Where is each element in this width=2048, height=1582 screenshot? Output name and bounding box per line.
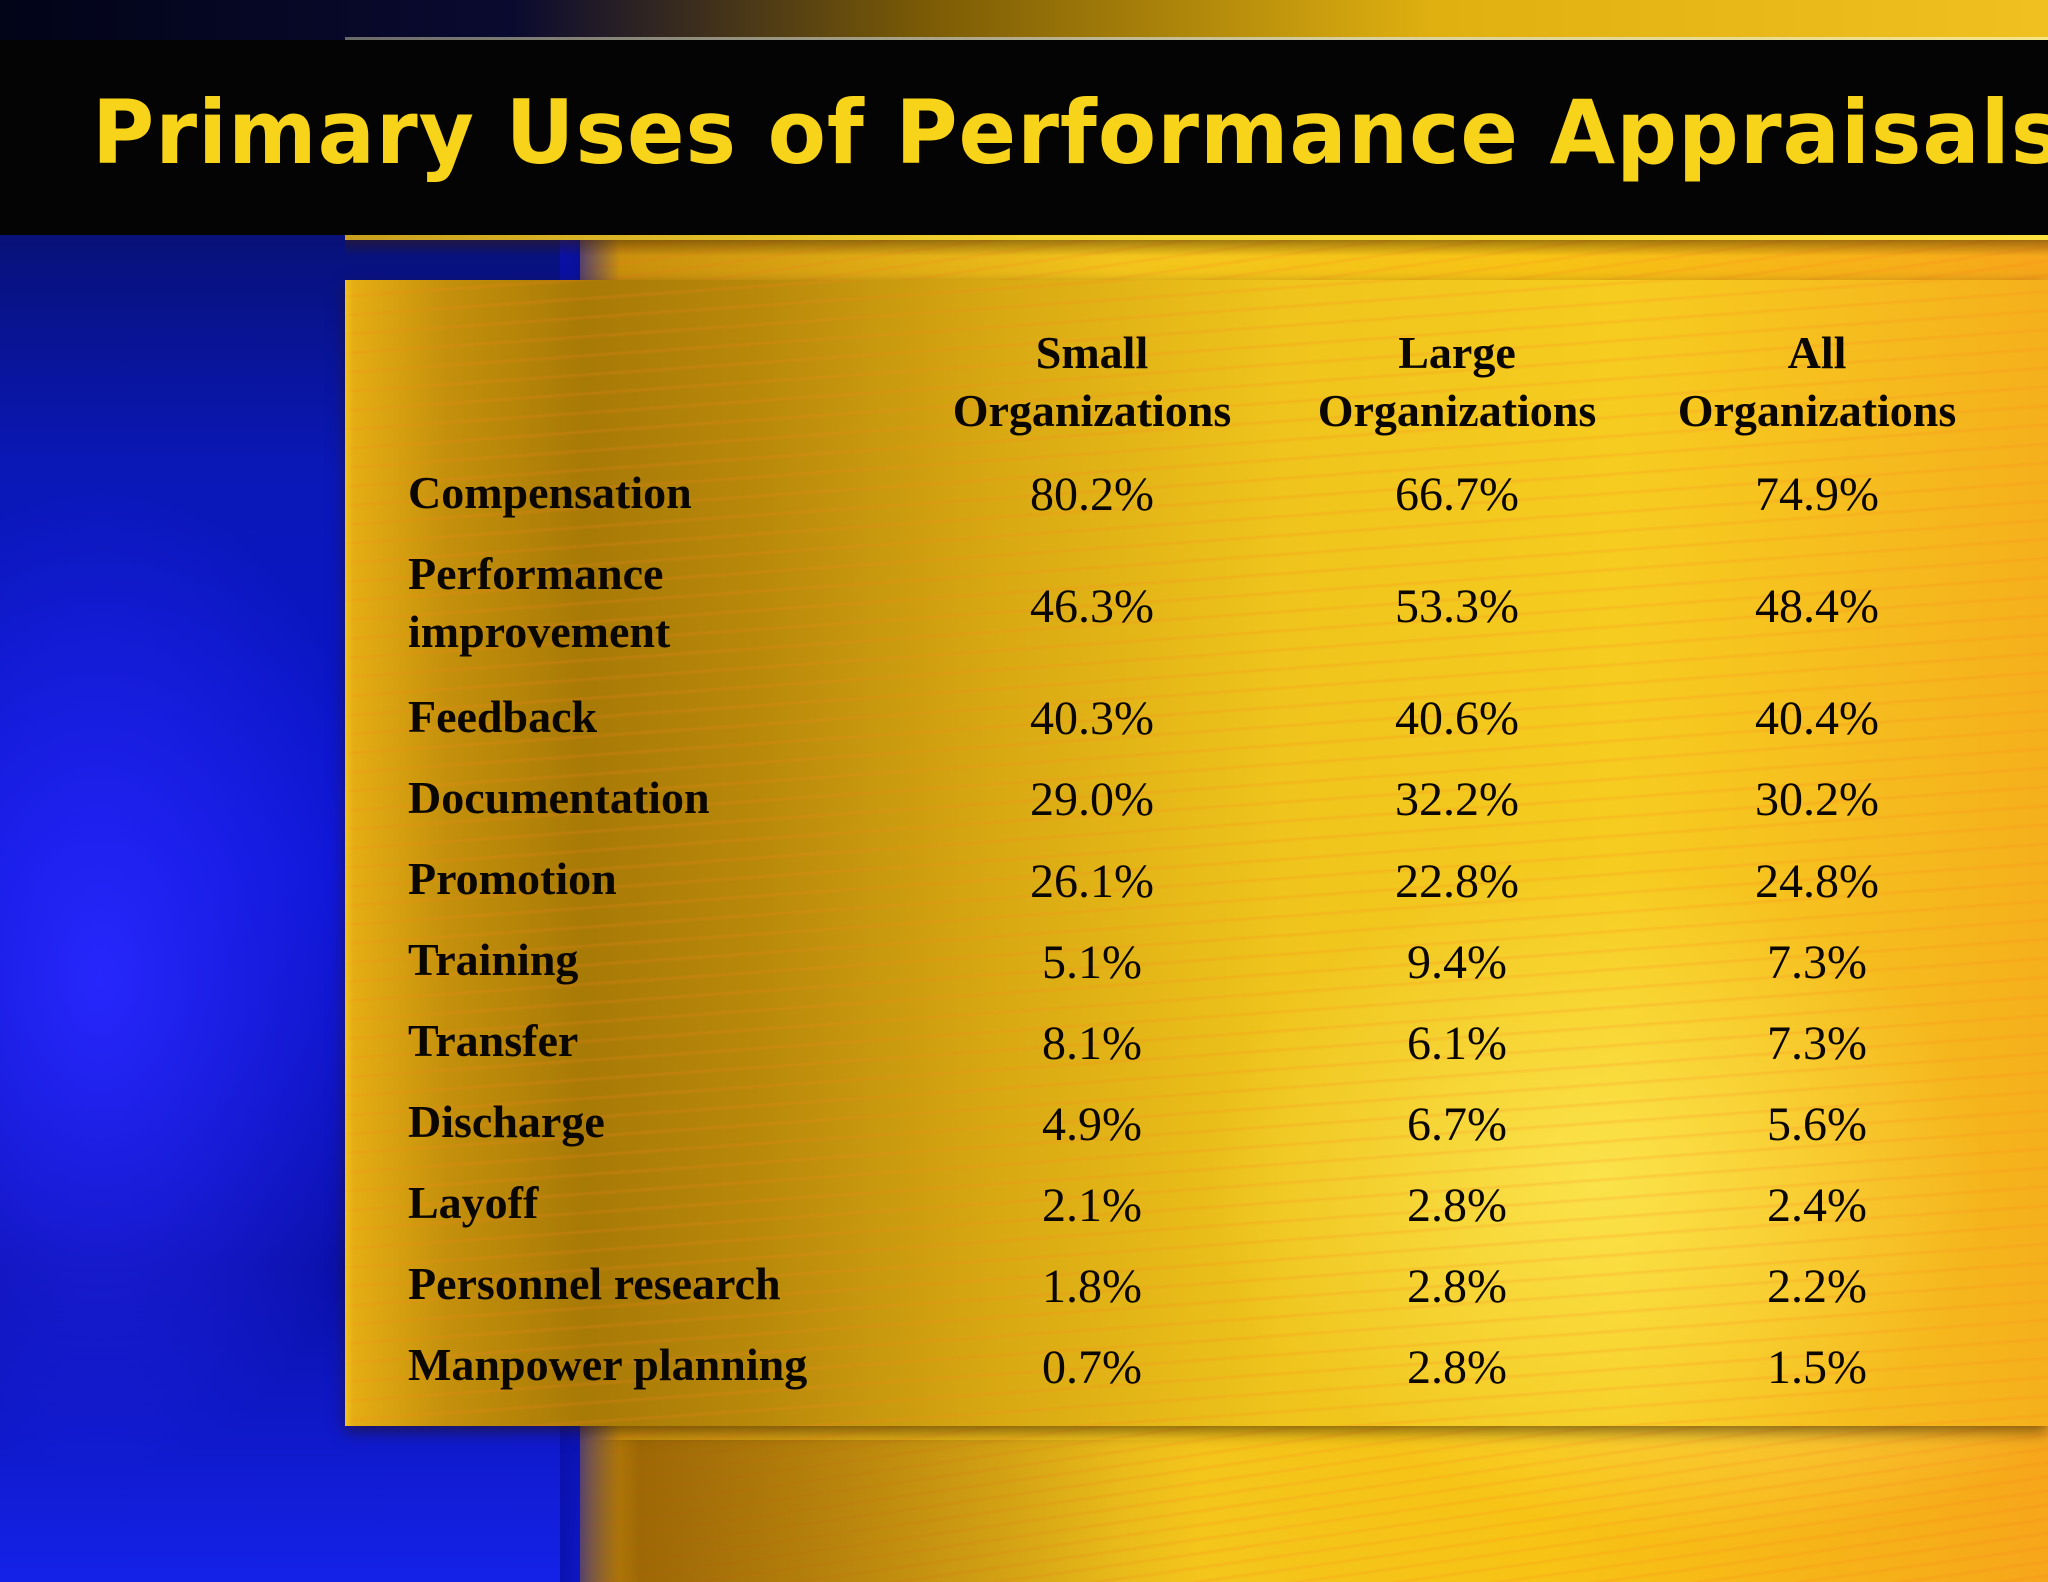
table-panel: [345, 280, 2048, 1426]
background-bottom-band: [0, 1440, 2048, 1582]
cell-compensation-small: 80.2%: [1030, 468, 1154, 521]
cell-personnel-research-large: 2.8%: [1407, 1260, 1507, 1313]
cell-layoff-large: 2.8%: [1407, 1179, 1507, 1232]
column-header-small-line1: Small: [1035, 327, 1149, 378]
cell-compensation-large: 66.7%: [1395, 468, 1519, 521]
title-shadow: [345, 240, 2048, 256]
cell-performance-improvement-all: 48.4%: [1755, 580, 1879, 633]
cell-promotion-all: 24.8%: [1755, 855, 1879, 908]
row-label-performance-improvement-line2: improvement: [408, 606, 671, 657]
row-label-documentation: Documentation: [408, 772, 710, 823]
cell-transfer-all: 7.3%: [1767, 1017, 1867, 1070]
cell-feedback-all: 40.4%: [1755, 692, 1879, 745]
column-header-large-line2: Organizations: [1317, 385, 1597, 436]
row-label-discharge: Discharge: [408, 1096, 605, 1147]
title-rule-top: [345, 37, 2048, 40]
cell-performance-improvement-large: 53.3%: [1395, 580, 1519, 633]
cell-manpower-planning-large: 2.8%: [1407, 1341, 1507, 1394]
cell-layoff-all: 2.4%: [1767, 1179, 1867, 1232]
row-label-manpower-planning: Manpower planning: [408, 1339, 808, 1390]
row-label-performance-improvement: Performance improvement: [408, 545, 928, 661]
cell-layoff-small: 2.1%: [1042, 1179, 1142, 1232]
row-label-promotion: Promotion: [408, 853, 617, 904]
cell-feedback-large: 40.6%: [1395, 692, 1519, 745]
cell-performance-improvement-small: 46.3%: [1030, 580, 1154, 633]
cell-manpower-planning-all: 1.5%: [1767, 1341, 1867, 1394]
column-header-all-line1: All: [1787, 327, 1847, 378]
column-header-small-line2: Organizations: [952, 385, 1232, 436]
title-rule-bottom: [345, 235, 2048, 240]
column-header-all: All Organizations: [1637, 324, 1997, 440]
cell-manpower-planning-small: 0.7%: [1042, 1341, 1142, 1394]
column-header-small: Small Organizations: [912, 324, 1272, 440]
cell-training-large: 9.4%: [1407, 936, 1507, 989]
panel-streaks: [345, 280, 2048, 1426]
cell-transfer-small: 8.1%: [1042, 1017, 1142, 1070]
cell-transfer-large: 6.1%: [1407, 1017, 1507, 1070]
slide-title: Primary Uses of Performance Appraisals: [92, 81, 2048, 184]
column-header-large: Large Organizations: [1277, 324, 1637, 440]
column-header-large-line1: Large: [1398, 327, 1516, 378]
row-label-layoff: Layoff: [408, 1177, 539, 1228]
cell-feedback-small: 40.3%: [1030, 692, 1154, 745]
cell-discharge-all: 5.6%: [1767, 1098, 1867, 1151]
cell-personnel-research-small: 1.8%: [1042, 1260, 1142, 1313]
panel-left-edge: [345, 280, 353, 1426]
cell-documentation-all: 30.2%: [1755, 773, 1879, 826]
cell-compensation-all: 74.9%: [1755, 468, 1879, 521]
cell-training-small: 5.1%: [1042, 936, 1142, 989]
cell-promotion-small: 26.1%: [1030, 855, 1154, 908]
background-top-strip: [0, 0, 2048, 40]
cell-personnel-research-all: 2.2%: [1767, 1260, 1867, 1313]
cell-documentation-small: 29.0%: [1030, 773, 1154, 826]
row-label-performance-improvement-line1: Performance: [408, 548, 664, 599]
cell-training-all: 7.3%: [1767, 936, 1867, 989]
cell-documentation-large: 32.2%: [1395, 773, 1519, 826]
column-header-all-line2: Organizations: [1677, 385, 1957, 436]
row-label-transfer: Transfer: [408, 1015, 579, 1066]
cell-promotion-large: 22.8%: [1395, 855, 1519, 908]
row-label-personnel-research: Personnel research: [408, 1258, 781, 1309]
row-label-training: Training: [408, 934, 579, 985]
cell-discharge-small: 4.9%: [1042, 1098, 1142, 1151]
cell-discharge-large: 6.7%: [1407, 1098, 1507, 1151]
row-label-feedback: Feedback: [408, 691, 598, 742]
row-label-compensation: Compensation: [408, 467, 692, 518]
title-bar: [0, 40, 2048, 235]
